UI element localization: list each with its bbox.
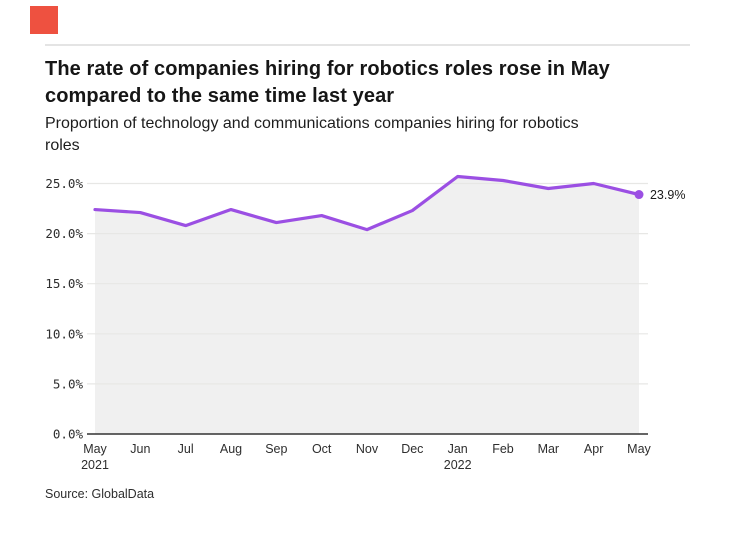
y-tick-label: 15.0%	[45, 276, 83, 291]
x-tick-year: 2021	[81, 458, 109, 472]
x-tick-month: Apr	[584, 442, 603, 456]
page-title-line1: The rate of companies hiring for robotic…	[45, 58, 610, 80]
robotics-hiring-line-chart: 0.0% 5.0% 10.0% 15.0% 20.0% 25.0% May 2021 Jun Ju…	[45, 174, 685, 472]
x-tick-year: 2022	[444, 458, 472, 472]
series-line	[93, 174, 641, 232]
x-tick-month: Dec	[401, 442, 423, 456]
y-tick-label: 10.0%	[45, 326, 83, 341]
page-subtitle: Proportion of technology and communicati…	[45, 113, 705, 157]
page-subtitle-line2: roles	[45, 137, 80, 154]
x-tick-month: Jul	[178, 442, 194, 456]
y-tick-label: 0.0%	[53, 427, 84, 442]
page-title-line2: compared to the same time last year	[45, 85, 395, 107]
x-tick-month: Feb	[492, 442, 514, 456]
page-subtitle-line1: Proportion of technology and communicati…	[45, 115, 579, 132]
x-tick-month: Jan	[448, 442, 468, 456]
y-tick-label: 20.0%	[45, 226, 83, 241]
area-fill	[95, 176, 639, 434]
brand-logo-square	[30, 6, 58, 34]
x-tick-month: May	[83, 442, 107, 456]
end-point-dot	[634, 190, 644, 200]
x-tick-month: Jun	[130, 442, 150, 456]
y-tick-label: 5.0%	[53, 376, 84, 391]
x-tick-month: Sep	[265, 442, 287, 456]
y-tick-label: 25.0%	[45, 176, 83, 191]
x-tick-month: Nov	[356, 442, 379, 456]
x-tick-month: Mar	[538, 442, 560, 456]
header-divider	[45, 44, 690, 46]
source-label: Source: GlobalData	[45, 487, 155, 501]
x-tick-month: Aug	[220, 442, 242, 456]
x-tick-month: May	[627, 442, 651, 456]
x-tick-month: Oct	[312, 442, 332, 456]
page-title: The rate of companies hiring for robotic…	[45, 56, 705, 110]
end-value-label: 23.9%	[650, 188, 685, 202]
